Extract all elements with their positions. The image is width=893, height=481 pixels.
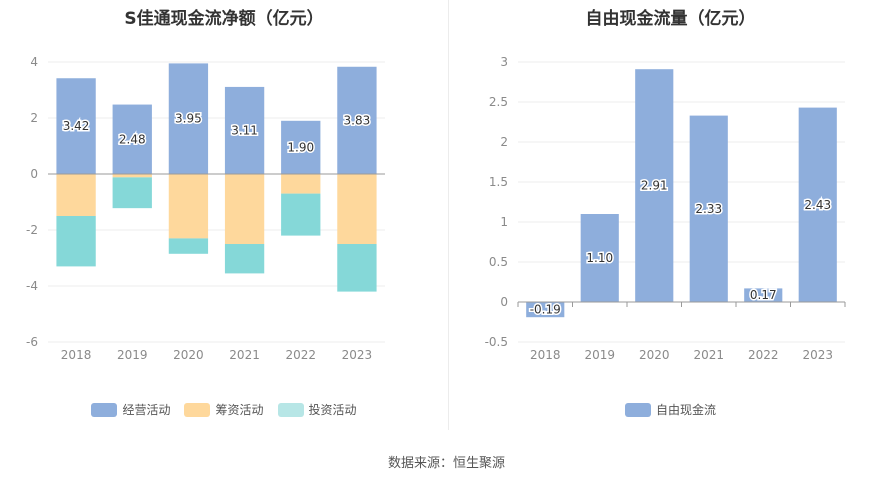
bar-经营活动-2019 <box>112 104 152 174</box>
data-label: 3.83 <box>344 113 371 127</box>
bar-经营活动-2023 <box>337 66 377 174</box>
y-tick-label: 2 <box>30 111 38 125</box>
data-source-note: 数据来源：恒生聚源 <box>387 456 505 471</box>
y-tick-label: -6 <box>26 335 38 349</box>
y-tick-label: -0.5 <box>485 335 508 349</box>
x-tick-label: 2019 <box>584 348 615 362</box>
bar-自由现金流-2019 <box>580 214 619 302</box>
data-label: 0.17 <box>750 288 777 302</box>
bar-自由现金流-2018 <box>526 302 565 318</box>
y-tick-label: 2 <box>500 135 508 149</box>
x-tick-label: 2022 <box>748 348 779 362</box>
x-tick-label: 2021 <box>229 348 260 362</box>
bar-投资活动-2021 <box>224 244 265 274</box>
x-tick-label: 2023 <box>802 348 833 362</box>
free-cashflow-chart-panel: 自由现金流量（亿元） 3 2.5 2 1.5 1 0.5 0 -0.5 2018 -0.19 201… <box>448 0 893 430</box>
legend-item-free-cashflow[interactable]: 自由现金流 <box>624 401 716 418</box>
chart-title: 自由现金流量（亿元） <box>585 9 756 29</box>
legend-swatch <box>277 402 304 417</box>
data-label: 1.10 <box>586 251 613 265</box>
bar-投资活动-2019 <box>112 177 152 209</box>
bar-自由现金流-2023 <box>798 107 837 302</box>
legend-item-financing[interactable]: 筹资活动 <box>184 401 264 418</box>
legend-label: 经营活动 <box>122 403 171 417</box>
legend-item-investing[interactable]: 投资活动 <box>277 401 357 418</box>
bar-自由现金流-2022 <box>744 288 783 302</box>
x-tick-label: 2019 <box>117 348 148 362</box>
y-tick-label: 0 <box>500 295 508 309</box>
y-tick-label: 2.5 <box>489 95 508 109</box>
legend-label: 筹资活动 <box>215 403 264 417</box>
legend-swatch <box>91 402 118 417</box>
x-tick-label: 2023 <box>342 348 373 362</box>
legend-label: 自由现金流 <box>655 403 716 417</box>
x-tick-label: 2021 <box>693 348 724 362</box>
bar-筹资活动-2019 <box>112 174 152 178</box>
data-label: 2.48 <box>119 132 146 146</box>
x-tick-label: 2018 <box>530 348 561 362</box>
y-tick-label: 0.5 <box>489 255 508 269</box>
x-tick-label: 2020 <box>639 348 670 362</box>
cashflow-net-chart: 4 2 0 -2 -4 -6 2018 3.42 2019 2.48 2020 3.95 2021 3.1… <box>26 55 385 362</box>
cashflow-net-chart-panel: S佳通现金流净额（亿元） 4 2 0 -2 -4 -6 2018 3.42 2019 2.48 20… <box>0 0 448 430</box>
data-label: 3.95 <box>175 112 202 126</box>
bar-自由现金流-2021 <box>689 115 728 302</box>
legend-swatch <box>184 402 211 417</box>
y-tick-label: 3 <box>500 55 508 69</box>
bar-投资活动-2023 <box>337 244 377 292</box>
x-tick-label: 2022 <box>285 348 316 362</box>
bar-筹资活动-2023 <box>337 174 377 244</box>
chart-legend: 经营活动 筹资活动 投资活动 <box>0 401 448 418</box>
y-tick-label: 4 <box>30 55 38 69</box>
y-tick-label: 0 <box>30 167 38 181</box>
bar-投资活动-2018 <box>56 216 96 267</box>
bar-筹资活动-2021 <box>224 174 265 244</box>
free-cashflow-chart: 3 2.5 2 1.5 1 0.5 0 -0.5 2018 -0.19 2019 1.10 2020 2.… <box>485 55 846 362</box>
data-label: 3.11 <box>231 123 258 137</box>
data-label: -0.19 <box>530 303 561 317</box>
data-label: 2.91 <box>641 179 668 193</box>
bar-经营活动-2018 <box>56 78 96 174</box>
bar-投资活动-2020 <box>168 238 209 254</box>
bar-筹资活动-2018 <box>56 174 96 216</box>
data-label: 2.43 <box>804 198 831 212</box>
data-label: 3.42 <box>63 119 90 133</box>
bar-经营活动-2020 <box>168 63 209 174</box>
bar-经营活动-2022 <box>281 120 321 174</box>
x-tick-label: 2020 <box>173 348 204 362</box>
bar-投资活动-2022 <box>281 193 321 236</box>
y-tick-label: 1 <box>500 215 508 229</box>
y-tick-label: -2 <box>26 223 38 237</box>
x-tick-label: 2018 <box>61 348 92 362</box>
panel-divider <box>448 0 449 430</box>
data-label: 1.90 <box>287 140 314 154</box>
data-label: 2.33 <box>695 202 722 216</box>
y-tick-label: 1.5 <box>489 175 508 189</box>
legend-swatch <box>624 402 651 417</box>
chart-legend: 自由现金流 <box>448 401 893 418</box>
legend-item-operating[interactable]: 经营活动 <box>91 401 170 418</box>
legend-label: 投资活动 <box>308 403 357 417</box>
y-tick-label: -4 <box>26 279 38 293</box>
bar-自由现金流-2020 <box>635 69 674 302</box>
bar-筹资活动-2020 <box>168 174 209 239</box>
chart-title: S佳通现金流净额（亿元） <box>124 9 324 29</box>
bar-经营活动-2021 <box>224 86 265 174</box>
bar-筹资活动-2022 <box>281 174 321 194</box>
